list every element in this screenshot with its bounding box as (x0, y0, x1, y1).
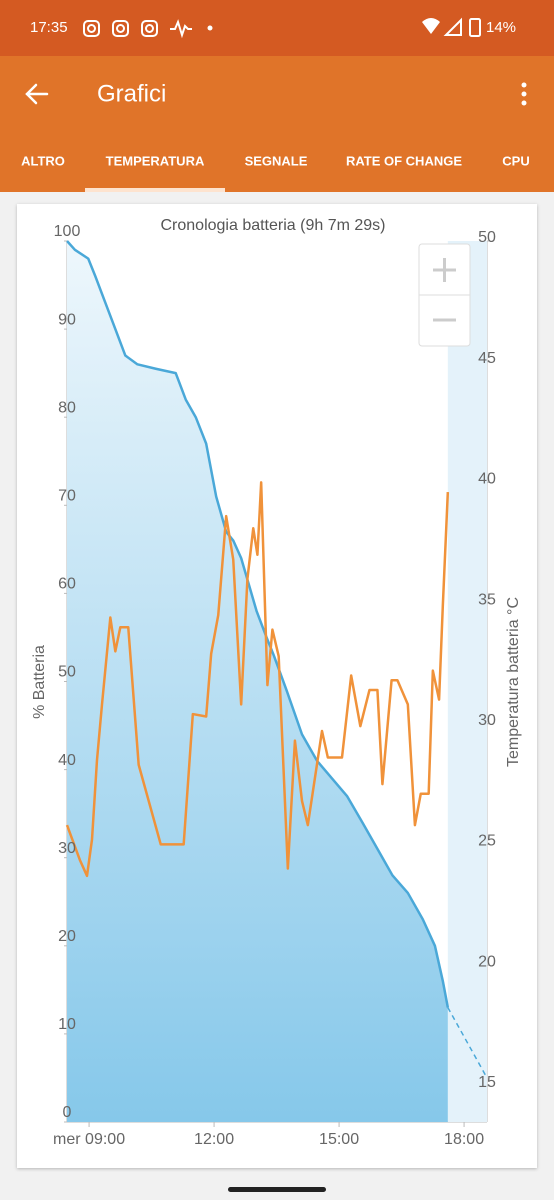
battery-line (66, 240, 450, 1008)
y2-tick-label: 45 (478, 350, 496, 367)
y2-tick-label: 40 (478, 471, 496, 488)
chart: 0 10 20 30 40 50 60 70 80 90 100 15 20 25 30 35 40 45 50 me… (53, 223, 496, 1148)
x-tick-label: 12:00 (194, 1131, 234, 1148)
y-tick-label: 60 (58, 576, 76, 593)
zoom-controls (418, 243, 471, 347)
chart-title: Cronologia batteria (9h 7m 29s) (160, 217, 385, 234)
app-title: Grafici (97, 80, 166, 107)
x-tick-label: mer 09:00 (53, 1131, 125, 1148)
y2-tick-label: 15 (478, 1074, 496, 1091)
projection-region (447, 241, 487, 1122)
y2-tick-label: 25 (478, 833, 496, 850)
y-axis-label: % Batteria (31, 645, 48, 719)
battery-icon (469, 18, 481, 37)
signal-icon (443, 17, 462, 36)
x-tick-label: 18:00 (444, 1131, 484, 1148)
y-tick-label: 80 (58, 399, 76, 416)
y2-tick-label: 50 (478, 229, 496, 246)
tab[interactable]: SEGNALE (245, 153, 308, 168)
y2-tick-label: 35 (478, 591, 496, 608)
y2-tick-label: 30 (478, 712, 496, 729)
tab[interactable]: CPU (502, 153, 529, 168)
tab-bar: ALTRO TEMPERATURA SEGNALE RATE OF CHANGE CPU (21, 153, 530, 192)
y-tick-label: 100 (54, 223, 81, 240)
notification-icons (83, 19, 192, 39)
tab[interactable]: TEMPERATURA (106, 153, 205, 168)
menu-button[interactable] (521, 82, 527, 106)
y2-axis-label: Temperatura batteria °C (505, 597, 522, 767)
battery-area (67, 241, 448, 1122)
x-tick-label: 15:00 (319, 1131, 359, 1148)
y-tick-label: 10 (58, 1016, 76, 1033)
y-tick-label: 70 (58, 488, 76, 505)
y-tick-label: 20 (58, 928, 76, 945)
projection-line (447, 1007, 488, 1079)
y-tick-label: 0 (63, 1104, 72, 1121)
y-tick-label: 90 (58, 311, 76, 328)
status-time: 17:35 (30, 19, 68, 36)
tab[interactable]: ALTRO (21, 153, 65, 168)
zoom-in[interactable] (433, 258, 456, 282)
wifi-icon (422, 18, 440, 34)
tab-indicator (85, 188, 225, 192)
app-bar (0, 56, 554, 192)
back-button[interactable] (25, 83, 49, 105)
notification-dot (207, 25, 213, 31)
status-battery: 14% (486, 19, 516, 36)
home-indicator[interactable] (228, 1187, 326, 1192)
y-tick-label: 50 (58, 664, 76, 681)
tab[interactable]: RATE OF CHANGE (346, 153, 462, 168)
y2-tick-label: 20 (478, 953, 496, 970)
nav-bar (0, 1172, 554, 1200)
temperature-line (65, 481, 450, 878)
y-tick-label: 40 (58, 752, 76, 769)
y-tick-label: 30 (58, 840, 76, 857)
